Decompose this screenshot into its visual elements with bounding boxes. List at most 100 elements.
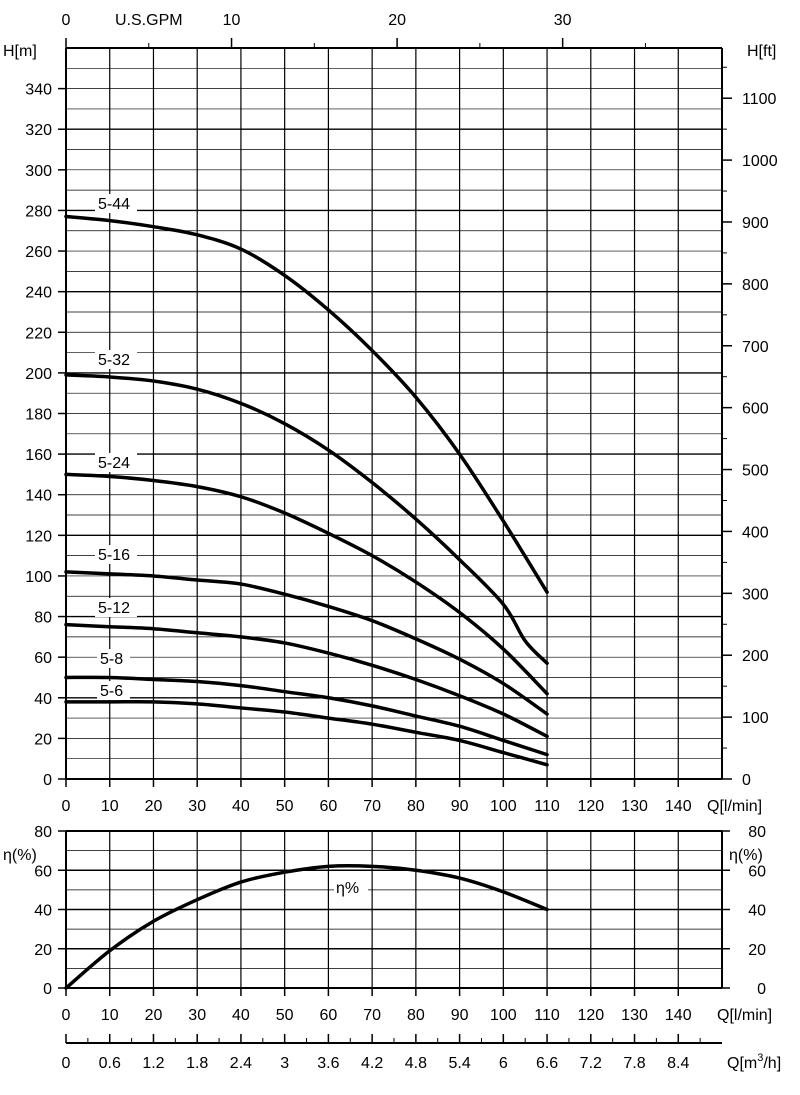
m3h-tick-label: 4.8 bbox=[405, 1055, 427, 1072]
eff-y-tick-label: 20 bbox=[34, 942, 52, 959]
m3h-tick-label: 7.8 bbox=[623, 1055, 645, 1072]
y-tick-label: 20 bbox=[34, 731, 52, 748]
eff-x-tick-label: 100 bbox=[490, 1007, 517, 1024]
m3h-tick-label: 8.4 bbox=[667, 1055, 689, 1072]
y-tick-label: 240 bbox=[25, 285, 52, 302]
y-tick-label: 120 bbox=[25, 528, 52, 545]
m3h-tick-label: 1.2 bbox=[142, 1055, 164, 1072]
curve-label: 5-44 bbox=[98, 196, 130, 213]
eff-x-tick-label: 80 bbox=[407, 1007, 425, 1024]
y-right-axis-label: H[ft] bbox=[747, 43, 776, 60]
top-tick-label: 10 bbox=[223, 12, 241, 29]
y-tick-label: 220 bbox=[25, 325, 52, 342]
x-tick-label: 40 bbox=[232, 798, 250, 815]
curve-5-12 bbox=[64, 622, 549, 739]
y-tick-label: 60 bbox=[34, 650, 52, 667]
x-tick-label: 80 bbox=[407, 798, 425, 815]
top-tick-label: 20 bbox=[388, 12, 406, 29]
eff-y-tick-label: 0 bbox=[43, 981, 52, 998]
eff-y-tick-label: 80 bbox=[34, 824, 52, 841]
x-tick-label: 70 bbox=[363, 798, 381, 815]
top-tick-label: 0 bbox=[62, 12, 71, 29]
x-tick-label: 120 bbox=[577, 798, 604, 815]
curve-5-32 bbox=[64, 373, 549, 666]
curve-label-bg bbox=[95, 453, 137, 472]
m3h-tick-label: 2.4 bbox=[230, 1055, 252, 1072]
m3h-tick-label: 6.6 bbox=[536, 1055, 558, 1072]
y-right-tick-label: 300 bbox=[742, 586, 769, 603]
y-tick-label: 260 bbox=[25, 244, 52, 261]
eff-x-tick-label: 10 bbox=[101, 1007, 119, 1024]
eff-x-tick-label: 70 bbox=[363, 1007, 381, 1024]
x-tick-label: 50 bbox=[276, 798, 294, 815]
m3h-tick-label: 3 bbox=[280, 1055, 289, 1072]
eff-y-right-axis-label: η(%) bbox=[729, 847, 763, 864]
eff-y-right-tick-label: 0 bbox=[757, 981, 766, 998]
eff-x-tick-label: 0 bbox=[62, 1007, 71, 1024]
x-tick-label: 0 bbox=[62, 798, 71, 815]
x-tick-label: 140 bbox=[665, 798, 692, 815]
curve-label: 5-12 bbox=[98, 600, 130, 617]
y-tick-label: 340 bbox=[25, 82, 52, 99]
m3h-tick-label: 4.2 bbox=[361, 1055, 383, 1072]
curve-5-6 bbox=[64, 699, 549, 767]
curve-label-bg bbox=[95, 598, 137, 617]
m3h-tick-label: 0.6 bbox=[99, 1055, 121, 1072]
y-right-tick-label: 800 bbox=[742, 277, 769, 294]
eff-y-right-tick-label: 40 bbox=[748, 903, 766, 920]
curve-label-bg bbox=[95, 194, 137, 213]
eff-curve-label: η% bbox=[336, 880, 359, 897]
y-right-tick-label: 200 bbox=[742, 648, 769, 665]
curve-5-8 bbox=[64, 675, 549, 757]
eff-y-right-tick-label: 80 bbox=[748, 824, 766, 841]
eff-y-tick-label: 60 bbox=[34, 863, 52, 880]
y-right-tick-label: 700 bbox=[742, 339, 769, 356]
y-tick-label: 180 bbox=[25, 407, 52, 424]
m3h-tick-label: 7.2 bbox=[580, 1055, 602, 1072]
eff-x-tick-label: 90 bbox=[451, 1007, 469, 1024]
m3h-tick-label: 3.6 bbox=[317, 1055, 339, 1072]
eff-y-axis-label: η(%) bbox=[3, 847, 37, 864]
m3h-tick-label: 6 bbox=[499, 1055, 508, 1072]
m3h-tick-label: 1.8 bbox=[186, 1055, 208, 1072]
curve-label-bg bbox=[95, 350, 137, 369]
y-right-tick-label: 400 bbox=[742, 524, 769, 541]
eff-x-tick-label: 140 bbox=[665, 1007, 692, 1024]
curve-label: 5-16 bbox=[98, 547, 130, 564]
x-tick-label: 90 bbox=[451, 798, 469, 815]
curve-label: 5-8 bbox=[100, 651, 123, 668]
x-tick-label: 30 bbox=[188, 798, 206, 815]
y-tick-label: 0 bbox=[43, 772, 52, 789]
eff-x-tick-label: 30 bbox=[188, 1007, 206, 1024]
y-tick-label: 320 bbox=[25, 122, 52, 139]
top-axis-label: U.S.GPM bbox=[115, 12, 183, 29]
eff-x-axis-label: Q[l/min] bbox=[717, 1007, 772, 1024]
x-tick-label: 60 bbox=[320, 798, 338, 815]
y-right-tick-label: 100 bbox=[742, 710, 769, 727]
y-right-tick-label: 1000 bbox=[742, 153, 778, 170]
top-tick-label: 30 bbox=[554, 12, 572, 29]
eff-x-tick-label: 110 bbox=[534, 1007, 560, 1024]
curve-efficiency bbox=[64, 863, 549, 990]
y-right-tick-label: 0 bbox=[742, 772, 751, 789]
curve-label-bg bbox=[97, 649, 130, 668]
eff-x-tick-label: 130 bbox=[621, 1007, 648, 1024]
eff-label-bg bbox=[334, 877, 368, 897]
y-tick-label: 100 bbox=[25, 569, 52, 586]
x-tick-label: 10 bbox=[101, 798, 119, 815]
y-tick-label: 40 bbox=[34, 691, 52, 708]
curve-label: 5-6 bbox=[100, 683, 123, 700]
y-tick-label: 80 bbox=[34, 610, 52, 627]
y-right-tick-label: 600 bbox=[742, 401, 769, 418]
x-tick-label: 100 bbox=[490, 798, 517, 815]
curve-label-bg bbox=[95, 545, 137, 564]
x-tick-label: 130 bbox=[621, 798, 648, 815]
y-right-tick-label: 1100 bbox=[742, 91, 777, 108]
eff-x-tick-label: 50 bbox=[276, 1007, 294, 1024]
y-axis-label: H[m] bbox=[3, 43, 37, 60]
y-tick-label: 300 bbox=[25, 163, 52, 180]
m3h-tick-label: 0 bbox=[62, 1055, 71, 1072]
m3h-axis-label: Q[m3/h] bbox=[727, 1052, 781, 1072]
